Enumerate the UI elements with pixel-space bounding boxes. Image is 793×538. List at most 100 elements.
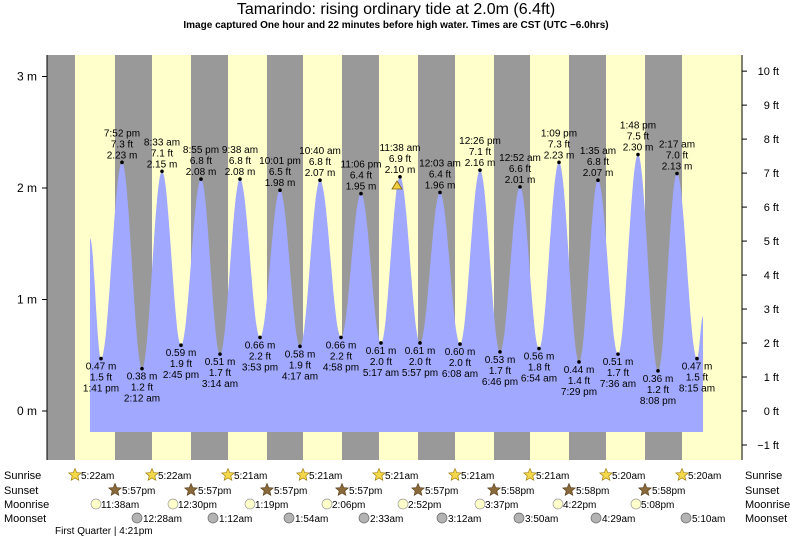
low-point: [339, 335, 343, 340]
high-ft-label: 6.8 ft: [190, 156, 212, 167]
moonset-time: 4:29am: [602, 514, 635, 525]
low-time-label: 7:29 pm: [561, 387, 597, 398]
sunrise-time: 5:22am: [158, 471, 191, 482]
low-ft-label: 2.0 ft: [449, 358, 471, 369]
high-time-label: 12:52 am: [499, 153, 541, 164]
moonset-icon: [131, 512, 143, 524]
low-time-label: 4:17 am: [282, 371, 318, 382]
moonrise-icon: [474, 498, 486, 510]
high-m-label: 2.01 m: [505, 175, 536, 186]
high-time-label: 7:52 pm: [104, 128, 140, 139]
high-ft-label: 6.4 ft: [350, 171, 372, 182]
low-time-label: 3:14 am: [202, 379, 238, 390]
sunrise-time: 5:22am: [81, 471, 114, 482]
moonset-time: 3:50am: [525, 514, 558, 525]
low-m-label: 0.60 m: [445, 347, 476, 358]
high-point: [438, 190, 442, 195]
high-time-label: 1:09 pm: [541, 128, 577, 139]
low-ft-label: 2.2 ft: [249, 351, 271, 362]
moonset-icon: [590, 512, 602, 524]
right-tick-label: 9 ft: [764, 100, 779, 112]
high-m-label: 2.10 m: [385, 165, 416, 176]
low-m-label: 0.47 m: [86, 362, 117, 373]
low-time-label: 5:17 am: [363, 368, 399, 379]
low-time-label: 6:08 am: [442, 369, 478, 380]
sunrise-time: 5:21am: [234, 471, 267, 482]
high-ft-label: 6.8 ft: [309, 157, 331, 168]
high-m-label: 2.15 m: [147, 159, 178, 170]
high-point: [199, 177, 203, 181]
high-point: [398, 175, 402, 179]
high-time-label: 9:38 am: [222, 145, 258, 156]
high-m-label: 2.08 m: [186, 167, 217, 178]
high-ft-label: 7.1 ft: [151, 148, 173, 159]
high-m-label: 2.07 m: [583, 168, 614, 179]
high-point: [238, 177, 242, 181]
high-point: [478, 168, 482, 172]
moonrise-icon: [244, 498, 256, 510]
astro-rows: Sunrise Sunrise Sunset Sunset Moonrise Moonri…: [4, 467, 790, 537]
low-time-label: 6:54 am: [521, 374, 557, 385]
moonset-icon: [207, 512, 219, 524]
sunset-icon: [637, 482, 653, 497]
sunrise-icon: [144, 467, 160, 482]
high-m-label: 1.95 m: [346, 182, 377, 193]
low-time-label: 6:46 pm: [482, 377, 518, 388]
low-ft-label: 1.7 ft: [489, 366, 511, 377]
high-time-label: 11:38 am: [380, 143, 421, 154]
low-m-label: 0.36 m: [643, 374, 674, 385]
moonset-icon: [358, 512, 370, 524]
low-point: [99, 356, 103, 361]
high-ft-label: 6.6 ft: [509, 164, 531, 175]
low-point: [179, 343, 183, 348]
low-time-label: 5:57 pm: [402, 368, 438, 379]
high-ft-label: 6.4 ft: [429, 169, 451, 180]
low-point: [498, 350, 502, 354]
high-time-label: 12:03 am: [419, 158, 461, 169]
low-ft-label: 1.5 ft: [90, 373, 112, 384]
low-point: [418, 341, 422, 345]
low-m-label: 0.61 m: [405, 346, 436, 357]
high-m-label: 2.13 m: [662, 162, 693, 173]
moonrise-time: 2:52pm: [408, 500, 441, 511]
low-point: [140, 366, 144, 371]
high-point: [557, 160, 561, 165]
right-tick-label: 10 ft: [758, 66, 779, 78]
high-point: [636, 152, 640, 157]
high-time-label: 2:17 am: [659, 140, 695, 151]
sunrise-time: 5:20am: [612, 471, 645, 482]
right-tick-label: −1 ft: [757, 440, 779, 452]
low-ft-label: 1.9 ft: [170, 359, 192, 370]
low-ft-label: 1.2 ft: [647, 385, 669, 396]
sunset-icon: [107, 482, 123, 497]
low-point: [577, 360, 581, 364]
sunrise-time: 5:21am: [385, 471, 418, 482]
high-ft-label: 6.5 ft: [269, 167, 291, 178]
moonset-time: 5:10am: [692, 514, 725, 525]
low-point: [537, 346, 541, 351]
sunset-row-label-left: Sunset: [4, 485, 38, 497]
moonset-icon: [680, 512, 692, 524]
low-time-label: 2:45 pm: [163, 370, 199, 381]
sunrise-time: 5:21am: [309, 471, 342, 482]
sunrise-row-label-left: Sunrise: [4, 470, 41, 482]
high-ft-label: 7.0 ft: [666, 151, 688, 162]
moonrise-icon: [397, 498, 409, 510]
low-point: [218, 352, 222, 356]
sunset-icon: [561, 482, 577, 497]
moonset-icon: [513, 512, 525, 524]
low-point: [258, 335, 262, 340]
low-ft-label: 1.5 ft: [686, 373, 708, 384]
sunrise-icon: [371, 467, 387, 482]
high-m-label: 1.96 m: [425, 180, 456, 191]
high-point: [318, 178, 322, 182]
low-m-label: 0.53 m: [485, 355, 516, 366]
low-m-label: 0.61 m: [366, 346, 397, 357]
low-time-label: 4:58 pm: [323, 362, 359, 373]
sunrise-time: 5:20am: [688, 471, 721, 482]
low-ft-label: 2.2 ft: [330, 351, 352, 362]
high-m-label: 1.98 m: [265, 178, 296, 189]
high-ft-label: 7.3 ft: [548, 139, 570, 150]
right-tick-label: 7 ft: [764, 168, 779, 180]
axes: 0 m 1 m 2 m 3 m −1 ft 0 ft 1 ft 2 ft 3 ft 4 ft 5 f…: [17, 55, 779, 460]
